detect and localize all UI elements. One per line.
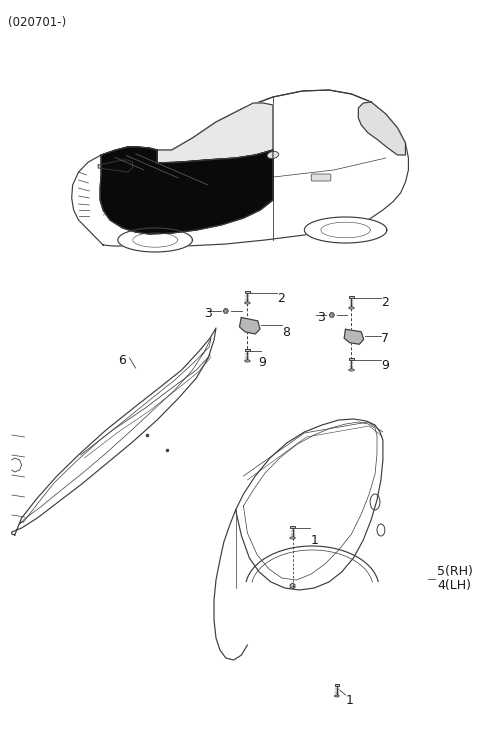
FancyBboxPatch shape <box>335 684 339 686</box>
Text: 9: 9 <box>258 356 266 368</box>
Text: 1: 1 <box>346 694 353 706</box>
FancyBboxPatch shape <box>349 358 354 360</box>
Text: 3: 3 <box>204 306 212 320</box>
Text: 5(RH): 5(RH) <box>437 565 473 578</box>
Text: (020701-): (020701-) <box>8 16 66 29</box>
Text: 3: 3 <box>317 310 325 323</box>
Polygon shape <box>98 160 132 172</box>
FancyBboxPatch shape <box>290 526 295 528</box>
Polygon shape <box>304 217 387 243</box>
Circle shape <box>225 310 227 312</box>
FancyBboxPatch shape <box>245 291 250 293</box>
Text: 7: 7 <box>381 331 389 345</box>
Ellipse shape <box>349 307 354 309</box>
FancyBboxPatch shape <box>349 296 354 298</box>
Circle shape <box>331 314 333 316</box>
Ellipse shape <box>335 695 339 697</box>
Polygon shape <box>359 102 406 155</box>
Ellipse shape <box>267 151 279 159</box>
Polygon shape <box>240 318 260 334</box>
Text: 9: 9 <box>381 359 389 371</box>
Text: 6: 6 <box>118 354 126 367</box>
Text: 2: 2 <box>381 295 389 309</box>
Text: 8: 8 <box>282 326 290 339</box>
Ellipse shape <box>245 302 250 304</box>
Ellipse shape <box>245 360 250 362</box>
Polygon shape <box>118 228 192 252</box>
Ellipse shape <box>349 369 354 371</box>
FancyBboxPatch shape <box>311 174 331 181</box>
Polygon shape <box>157 103 273 163</box>
Text: 2: 2 <box>277 292 285 304</box>
Polygon shape <box>344 329 364 344</box>
Text: 4(LH): 4(LH) <box>437 579 471 592</box>
FancyBboxPatch shape <box>245 349 250 351</box>
Polygon shape <box>100 147 273 234</box>
Text: 1: 1 <box>310 534 318 547</box>
Ellipse shape <box>290 537 295 539</box>
